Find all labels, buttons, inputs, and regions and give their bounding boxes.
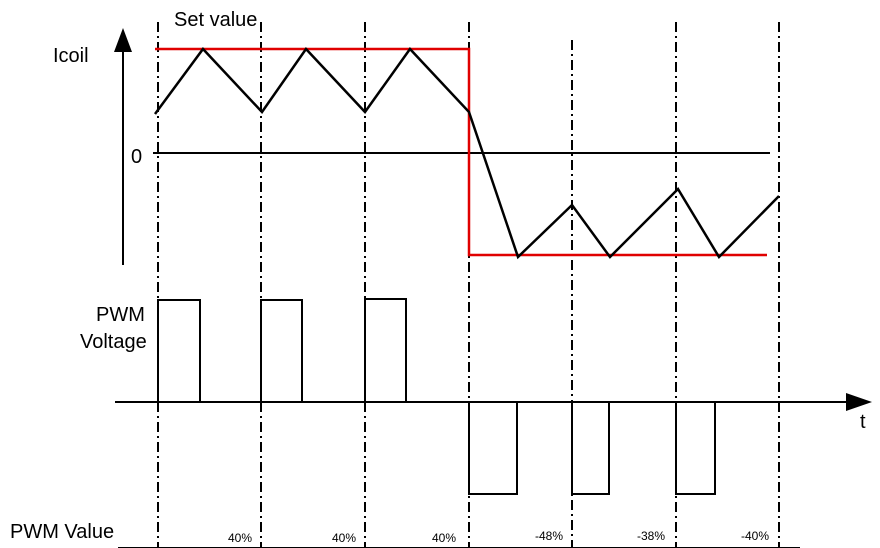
coil-current-trace [153, 47, 780, 260]
pwm-pulse-5 [571, 402, 610, 495]
pwm-pulse-2 [260, 299, 303, 402]
icoil-axis-arrowhead [114, 28, 132, 52]
pwm-value-5: -38% [637, 529, 665, 543]
set-value-line [155, 47, 767, 257]
pwm-value-labels: 40% 40% 40% -48% -38% -40% [228, 529, 769, 545]
pwm-pulses [157, 298, 716, 495]
pwm-voltage-label-line1: PWM [96, 304, 145, 326]
time-axis-arrowhead [846, 393, 872, 411]
pwm-value-label: PWM Value [10, 521, 114, 543]
pwm-value-6: -40% [741, 529, 769, 543]
pwm-value-2: 40% [332, 531, 356, 545]
icoil-label: Icoil [53, 45, 89, 67]
zero-label: 0 [131, 146, 142, 168]
pwm-value-1: 40% [228, 531, 252, 545]
pwm-voltage-label-line2: Voltage [80, 331, 147, 353]
pwm-pulse-3 [364, 298, 407, 402]
pwm-value-3: 40% [432, 531, 456, 545]
pwm-value-4: -48% [535, 529, 563, 543]
pwm-pulse-4 [468, 402, 518, 495]
pwm-pulse-1 [157, 299, 201, 402]
set-value-label: Set value [174, 9, 257, 31]
time-axis-label: t [860, 411, 866, 433]
pwm-pulse-6 [675, 402, 716, 495]
